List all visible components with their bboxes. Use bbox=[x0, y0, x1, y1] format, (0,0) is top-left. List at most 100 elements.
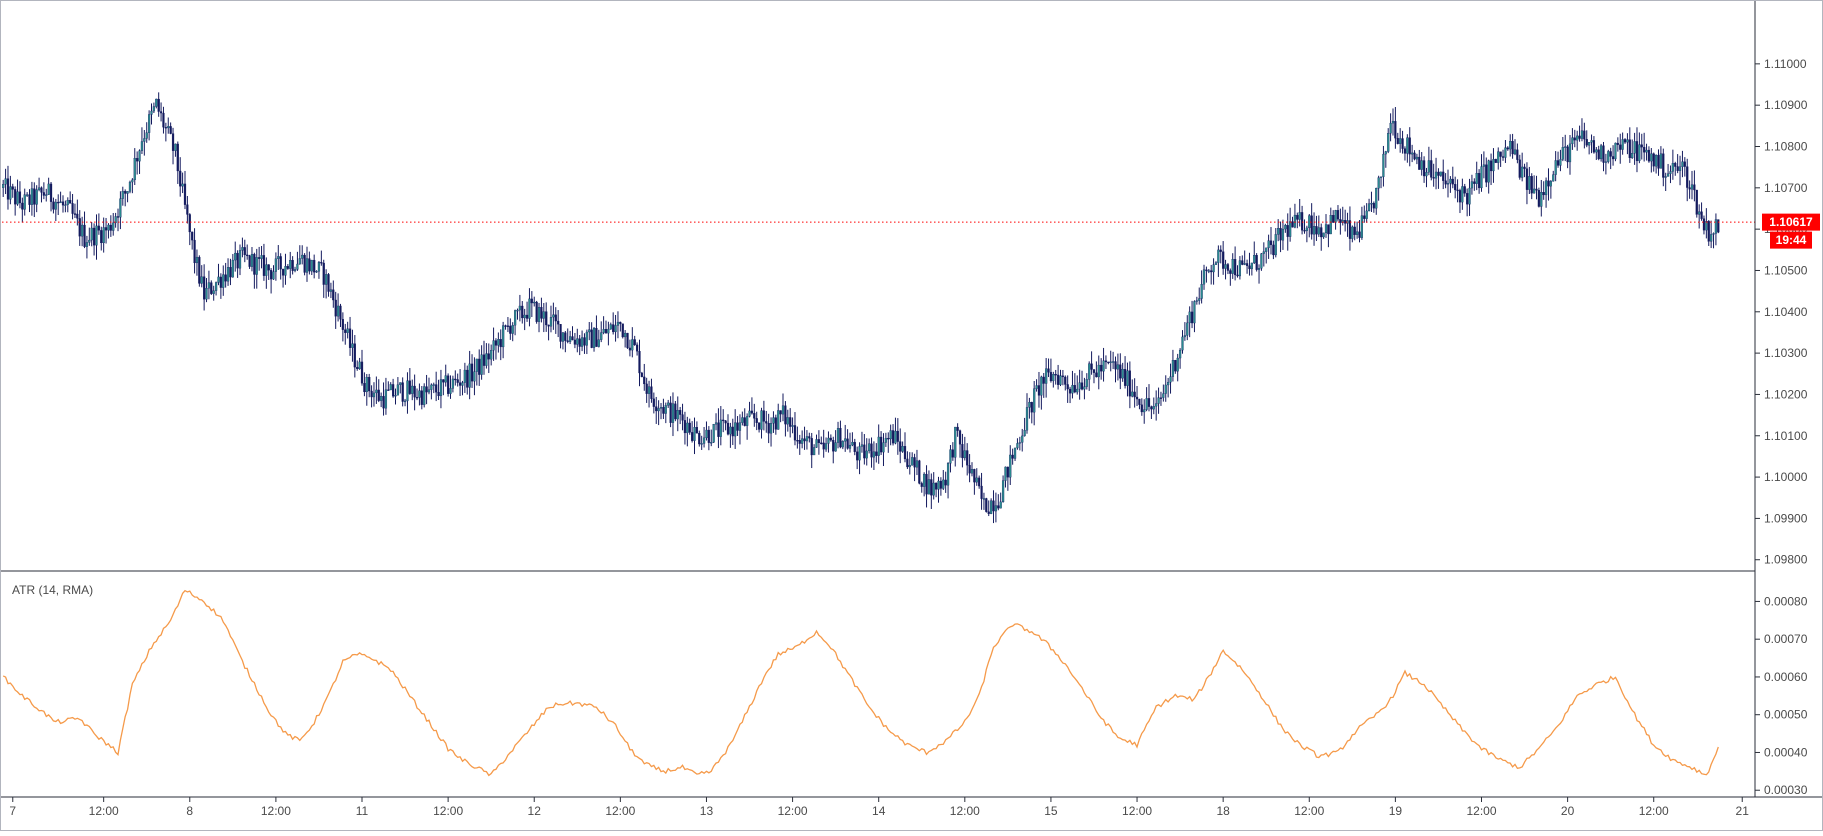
price-tick-label: 1.09800 bbox=[1764, 553, 1808, 567]
candle bbox=[468, 350, 471, 400]
candle-body bbox=[497, 339, 500, 346]
candle-body bbox=[1544, 180, 1548, 196]
candle bbox=[997, 494, 1000, 511]
countdown-badge-box bbox=[1770, 231, 1812, 249]
candle bbox=[458, 369, 462, 396]
candle-body bbox=[1286, 225, 1289, 237]
candle bbox=[1300, 205, 1304, 235]
price-pane[interactable] bbox=[2, 92, 1755, 524]
candle bbox=[1394, 106, 1397, 149]
candle bbox=[447, 373, 450, 397]
candle bbox=[884, 432, 887, 447]
candle bbox=[1035, 379, 1038, 392]
candle-body bbox=[638, 351, 641, 374]
candle bbox=[1257, 264, 1261, 284]
candle-body bbox=[609, 324, 612, 330]
time-axis[interactable]: 7 12:00 8 12:00 11 12:00 12 12:00 13 12:00 14 12:00… bbox=[9, 797, 1749, 818]
candle bbox=[1415, 153, 1419, 165]
candle bbox=[1509, 134, 1512, 157]
candle bbox=[540, 297, 543, 323]
candle bbox=[918, 459, 921, 485]
candle bbox=[882, 433, 885, 467]
candle-body bbox=[1119, 364, 1122, 379]
candle-body bbox=[229, 267, 232, 278]
candle bbox=[513, 309, 517, 336]
candle-body bbox=[530, 298, 533, 304]
candle-body bbox=[841, 441, 844, 448]
candle bbox=[1265, 247, 1268, 264]
candle bbox=[480, 345, 483, 380]
candle-body bbox=[78, 218, 81, 237]
candle bbox=[786, 409, 789, 432]
candle-body bbox=[1073, 385, 1076, 393]
candle bbox=[748, 401, 751, 418]
candle-body bbox=[85, 242, 89, 247]
candle bbox=[133, 148, 136, 186]
candle-body bbox=[906, 458, 909, 468]
candle-body bbox=[1604, 161, 1607, 163]
candle bbox=[332, 280, 335, 308]
candle-body bbox=[1360, 215, 1364, 238]
candle bbox=[829, 434, 832, 442]
candle-body bbox=[1126, 370, 1129, 386]
atr-pane[interactable]: ATR (14, RMA) bbox=[2, 583, 1719, 777]
candle-body bbox=[540, 307, 543, 319]
candle-body bbox=[590, 329, 593, 348]
candle-body bbox=[1463, 186, 1466, 194]
candle-body bbox=[884, 437, 887, 443]
candle bbox=[1193, 300, 1196, 333]
candle-body bbox=[975, 477, 978, 483]
candle-body bbox=[1683, 161, 1686, 167]
candle-body bbox=[1135, 396, 1139, 400]
candle-body bbox=[277, 256, 280, 259]
candle-body bbox=[1559, 159, 1562, 166]
candle bbox=[1037, 371, 1041, 408]
candle bbox=[688, 418, 691, 435]
candle bbox=[1291, 216, 1294, 228]
candle bbox=[100, 226, 103, 251]
candle bbox=[1451, 166, 1454, 189]
candle-body bbox=[1693, 184, 1696, 191]
candle-body bbox=[171, 133, 175, 151]
candle bbox=[11, 183, 14, 198]
candle bbox=[45, 188, 48, 202]
candle-body bbox=[1554, 160, 1557, 175]
candle bbox=[796, 426, 799, 449]
candle bbox=[351, 329, 354, 362]
candle-body bbox=[1238, 260, 1242, 277]
candle-body bbox=[1576, 135, 1579, 141]
candle bbox=[628, 339, 632, 357]
candle-body bbox=[1090, 363, 1093, 370]
candle-body bbox=[927, 479, 931, 495]
candle-body bbox=[1353, 226, 1356, 235]
candle bbox=[875, 443, 878, 463]
candle bbox=[746, 413, 749, 440]
candle-body bbox=[1289, 221, 1292, 237]
candle-body bbox=[1640, 144, 1643, 148]
candle-body bbox=[418, 390, 421, 398]
candle-body bbox=[1592, 140, 1596, 153]
time-tick-label: 12:00 bbox=[433, 804, 463, 818]
candle bbox=[1540, 179, 1543, 217]
candle bbox=[1592, 136, 1596, 154]
candle-body bbox=[1556, 160, 1560, 166]
candle bbox=[1064, 375, 1067, 391]
candle-body bbox=[537, 307, 541, 322]
candle-body bbox=[1568, 143, 1572, 163]
candle bbox=[329, 282, 333, 299]
candle bbox=[1102, 347, 1105, 382]
candle-body bbox=[1444, 180, 1447, 185]
candle-body bbox=[61, 201, 65, 206]
atr-legend-label: ATR (14, RMA) bbox=[12, 583, 93, 597]
candle bbox=[585, 329, 588, 355]
candle bbox=[961, 433, 964, 468]
candle bbox=[635, 342, 639, 356]
candle-body bbox=[1016, 443, 1019, 449]
candle bbox=[695, 421, 699, 434]
candle-body bbox=[23, 194, 26, 210]
candle-body bbox=[183, 183, 187, 205]
atr-scale[interactable]: 0.00080 0.00070 0.00060 0.00050 0.00040 0.000… bbox=[1755, 594, 1808, 797]
candle bbox=[934, 482, 938, 498]
